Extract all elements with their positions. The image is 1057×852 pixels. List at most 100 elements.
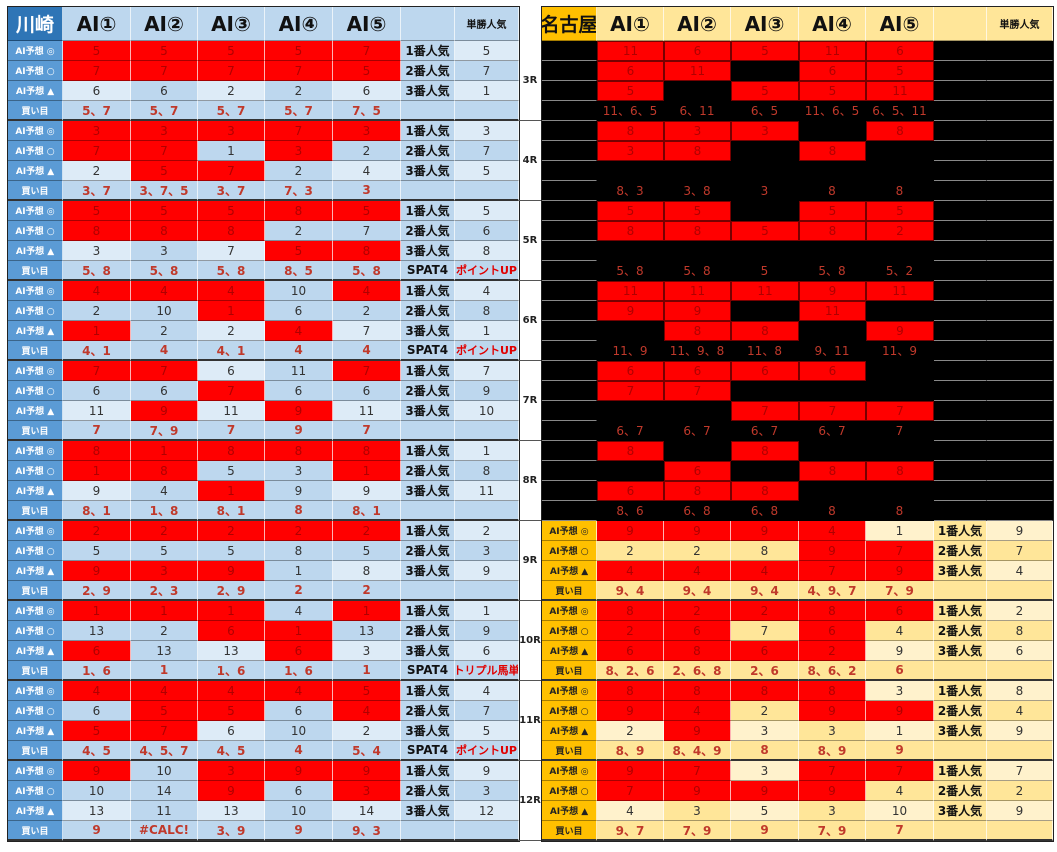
prediction-cell-hit: 9 [597,761,664,781]
prediction-cell: 11 [198,401,265,421]
prediction-cell-hit: 9 [799,281,866,301]
prediction-cell-hit: 6 [799,621,866,641]
prediction-cell-hit: 6 [866,601,934,621]
popularity-label [934,121,987,141]
prediction-cell [866,481,934,501]
popularity-value: 6 [455,641,519,661]
prediction-cell [866,241,934,261]
popularity-label: 2番人気 [401,221,455,241]
prediction-cell: 6 [265,301,333,321]
popularity-value: 9 [987,521,1053,541]
prediction-cell-hit: 5 [131,161,198,181]
prediction-cell-hit: 7 [198,61,265,81]
prediction-cell: 6 [63,701,131,721]
race-number-label: 11R [519,681,541,761]
prediction-cell-hit: 11 [866,281,934,301]
popularity-label: 1番人気 [934,761,987,781]
buy-cell: 7、9 [664,821,731,841]
prediction-cell-hit: 1 [198,301,265,321]
race-number-label: 4R [519,121,541,201]
spat4-label: SPAT4 [401,741,455,761]
prediction-cell: 3 [866,681,934,701]
buy-cell: 5、4 [333,741,401,761]
spat4-promo [987,741,1053,761]
prediction-cell-hit: 9 [597,701,664,721]
popularity-value: 7 [455,141,519,161]
spat4-label [401,421,455,441]
prediction-cell-hit: 9 [265,401,333,421]
prediction-cell-hit: 8 [664,681,731,701]
prediction-cell-hit: 5 [131,41,198,61]
prediction-row-label: AI予想 ▲ [8,481,63,501]
popularity-label: 1番人気 [934,521,987,541]
prediction-cell-hit: 9 [866,701,934,721]
spat4-label [401,501,455,521]
popularity-label: 2番人気 [401,701,455,721]
prediction-cell-hit: 8 [731,441,799,461]
prediction-row-label [542,441,597,461]
buy-cell: 9 [265,821,333,841]
prediction-cell-hit: 5 [198,701,265,721]
prediction-row-label: AI予想 ▲ [542,641,597,661]
prediction-cell-hit: 8 [731,481,799,501]
race-number-label: 5R [519,201,541,281]
prediction-row-label: AI予想 ◎ [542,521,597,541]
buy-cell: 4、5、7 [131,741,198,761]
prediction-cell-hit: 7 [131,721,198,741]
popularity-value: 8 [455,241,519,261]
prediction-row-label [542,481,597,501]
prediction-cell: 4 [265,601,333,621]
buy-row-label: 買い目 [8,421,63,441]
prediction-cell-hit: 2 [664,601,731,621]
prediction-row-label [542,81,597,101]
buy-cell: 8 [731,741,799,761]
prediction-cell [866,301,934,321]
popularity-label: 3番人気 [934,721,987,741]
buy-cell: 9、4 [597,581,664,601]
prediction-cell [799,121,866,141]
prediction-cell: 9 [63,481,131,501]
prediction-cell: 5 [731,801,799,821]
buy-cell: 7 [866,821,934,841]
prediction-row-label: AI予想 ▲ [542,561,597,581]
prediction-cell: 2 [333,721,401,741]
prediction-cell-hit: 7 [597,781,664,801]
prediction-cell: 9 [333,481,401,501]
prediction-row-label: AI予想 ○ [542,621,597,641]
buy-cell: 11、9 [597,341,664,361]
popularity-value: 12 [455,801,519,821]
spat4-promo [987,181,1053,201]
prediction-cell-hit: 7 [664,381,731,401]
prediction-cell: 10 [63,781,131,801]
prediction-cell-hit: 9 [333,761,401,781]
prediction-cell-hit: 2 [731,601,799,621]
prediction-cell [799,241,866,261]
buy-cell: 8 [799,501,866,521]
prediction-cell-hit: 8 [597,681,664,701]
column-header-ai-4: AI④ [799,7,866,41]
popularity-value: 1 [455,321,519,341]
prediction-cell: 2 [198,321,265,341]
prediction-cell-hit: 9 [799,781,866,801]
spat4-promo [987,501,1053,521]
race-number-label: 12R [519,761,541,841]
prediction-cell-hit: 1 [265,621,333,641]
prediction-row-label: AI予想 ◎ [8,681,63,701]
spat4-label [934,101,987,121]
prediction-cell-hit: 6 [799,361,866,381]
prediction-cell-hit: 5 [731,81,799,101]
spat4-label [934,421,987,441]
prediction-cell-hit: 4 [664,561,731,581]
popularity-value: 3 [455,781,519,801]
popularity-value: 4 [455,681,519,701]
prediction-cell-hit: 4 [333,701,401,721]
popularity-value [987,361,1053,381]
popularity-value: 7 [455,701,519,721]
prediction-cell-hit: 6 [63,641,131,661]
prediction-cell-hit: 4 [131,681,198,701]
buy-cell: 7、9 [866,581,934,601]
prediction-cell: 13 [63,801,131,821]
buy-cell: 8、4、9 [664,741,731,761]
spat4-label: SPAT4 [401,341,455,361]
popularity-label: 3番人気 [934,801,987,821]
